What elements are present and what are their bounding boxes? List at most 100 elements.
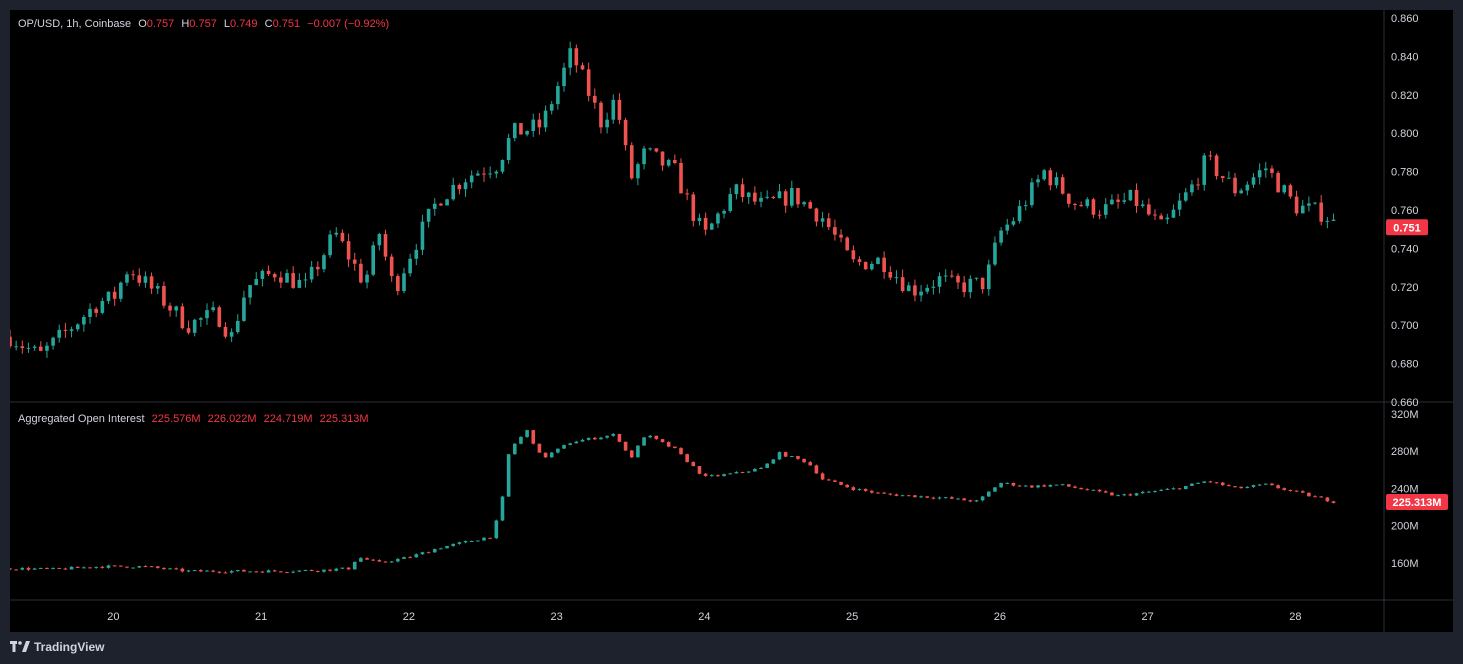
oi-candle-body — [315, 570, 320, 572]
price-candle-body — [420, 221, 425, 250]
oi-candle-body — [180, 568, 185, 572]
price-tick-label: 0.660 — [1391, 397, 1419, 409]
oi-candle-body — [476, 540, 480, 542]
oi-candle-body — [1196, 482, 1200, 484]
close-label: C — [264, 18, 273, 30]
price-candle-body — [432, 203, 437, 209]
price-candle-body — [666, 159, 671, 166]
oi-candle-body — [254, 571, 259, 573]
oi-candle-body — [285, 572, 289, 574]
price-candle-body — [648, 148, 653, 150]
indicator-low: 224.719M — [263, 413, 313, 425]
oi-candle-body — [820, 473, 825, 480]
oi-candle-body — [75, 566, 80, 568]
oi-candle-body — [260, 571, 265, 573]
price-candle-body — [32, 346, 37, 348]
oi-tick-label: 280M — [1391, 446, 1419, 458]
price-candle-body — [913, 285, 917, 296]
oi-candle-body — [408, 557, 412, 559]
price-candle-body — [1128, 189, 1133, 201]
time-tick-label: 23 — [551, 611, 563, 623]
oi-candle-body — [1134, 493, 1139, 496]
open-interest-candles — [10, 429, 1336, 574]
oi-candle-body — [137, 566, 142, 568]
oi-candle-body — [568, 443, 572, 446]
price-candle-body — [839, 234, 843, 238]
price-candle-body — [1147, 204, 1151, 215]
oi-candle-body — [796, 456, 800, 459]
low-label: L — [223, 18, 231, 30]
last-price-tag — [1386, 219, 1428, 236]
oi-candle-body — [586, 437, 591, 440]
oi-candle-body — [833, 480, 837, 482]
price-candle-body — [494, 171, 499, 174]
price-candle-body — [833, 227, 837, 235]
price-candle-body — [1091, 199, 1096, 215]
oi-candle-body — [20, 567, 25, 570]
price-candle-body — [389, 256, 394, 277]
oi-candle-body — [728, 473, 733, 475]
price-candle-body — [1048, 170, 1053, 186]
open-interest-legend: Aggregated Open Interest 225.576M 226.02… — [18, 413, 373, 425]
oi-candle-body — [488, 537, 492, 539]
oi-candle-body — [679, 448, 683, 455]
oi-candle-body — [1067, 484, 1071, 487]
price-candle-body — [488, 173, 492, 175]
time-tick-label: 22 — [403, 611, 415, 623]
oi-candle-body — [463, 541, 468, 543]
price-candle-body — [851, 250, 856, 260]
oi-candle-body — [777, 452, 782, 460]
oi-candle-body — [500, 496, 505, 521]
price-candle-body — [1140, 204, 1145, 207]
price-candle-body — [857, 259, 862, 262]
oi-candle-body — [1257, 484, 1262, 486]
oi-candle-body — [217, 571, 222, 573]
price-candle-body — [512, 123, 517, 139]
price-candle-body — [1245, 184, 1250, 191]
oi-candle-body — [531, 430, 536, 444]
oi-candle-body — [1036, 485, 1040, 488]
oi-candle-body — [1030, 485, 1034, 488]
price-candle-body — [1331, 219, 1336, 221]
price-candle-body — [211, 307, 215, 311]
oi-candle-body — [986, 491, 991, 497]
price-candle-body — [1079, 205, 1083, 207]
price-candle-body — [309, 266, 314, 280]
oi-candle-body — [1005, 482, 1010, 484]
price-candle-body — [174, 306, 179, 311]
oi-candle-body — [242, 570, 246, 572]
oi-candle-body — [352, 561, 357, 570]
oi-candle-body — [974, 500, 979, 502]
oi-candle-body — [691, 462, 696, 467]
price-candle-body — [962, 282, 966, 293]
price-candle-body — [728, 194, 733, 211]
price-candle-body — [882, 257, 886, 273]
price-candle-body — [1264, 168, 1268, 171]
oi-candle-body — [746, 471, 751, 473]
price-candle-body — [291, 273, 295, 288]
last-oi-tag — [1386, 494, 1448, 511]
symbol-label: OP/USD, 1h, Coinbase — [18, 18, 132, 30]
oi-candle-body — [519, 436, 523, 444]
last-oi-label: 225.313M — [1393, 497, 1442, 509]
time-tick-label: 26 — [994, 611, 1006, 623]
price-candle-body — [235, 320, 240, 333]
oi-candle-body — [469, 540, 474, 542]
oi-candle-body — [309, 569, 314, 571]
oi-candle-body — [1220, 482, 1225, 486]
footer[interactable]: TradingView — [10, 638, 104, 656]
oi-candle-body — [968, 500, 973, 502]
chart-canvas[interactable]: 0.860 0.840 0.820 0.800 0.780 0.760 0.740 0.720… — [10, 10, 1453, 632]
time-tick-label: 24 — [698, 611, 710, 623]
price-candle-body — [38, 346, 43, 351]
chart-frame: 0.860 0.840 0.820 0.800 0.780 0.760 0.740 0.720… — [10, 10, 1453, 632]
oi-candle-body — [10, 568, 12, 570]
oi-candle-body — [229, 571, 234, 573]
price-candle-body — [593, 95, 597, 103]
price-candle-body — [1054, 177, 1059, 186]
grid-lines — [10, 10, 1453, 632]
oi-candle-body — [1208, 481, 1213, 483]
price-candle-body — [346, 241, 351, 260]
oi-candle-body — [870, 490, 874, 493]
price-candle-body — [1017, 206, 1022, 222]
